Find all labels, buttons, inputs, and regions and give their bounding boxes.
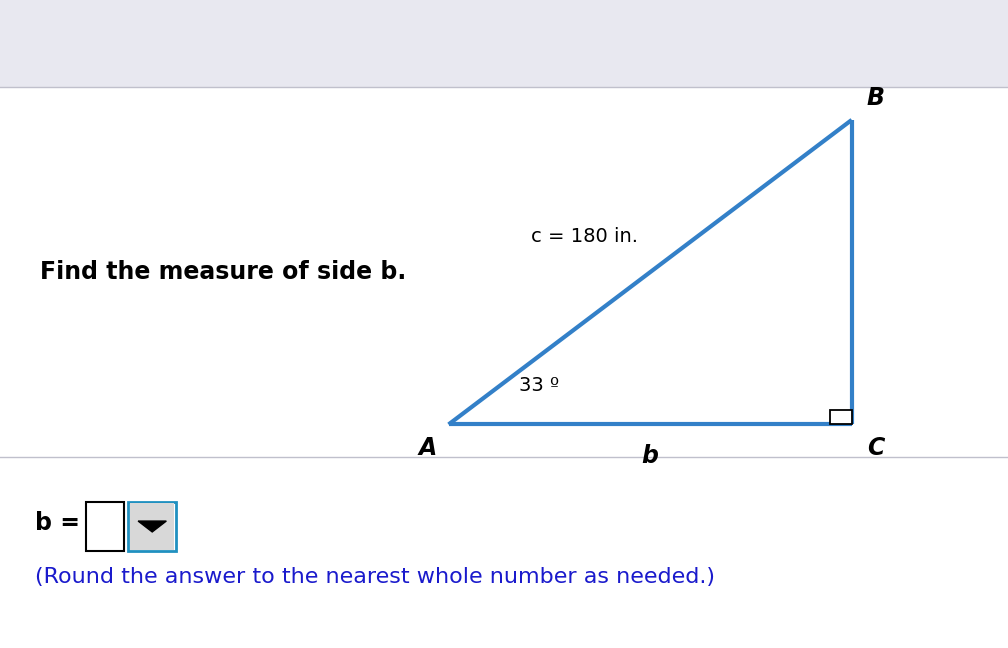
Text: B: B xyxy=(867,86,885,110)
Polygon shape xyxy=(138,521,166,532)
Bar xyxy=(128,502,176,551)
Bar xyxy=(86,502,124,551)
Bar xyxy=(0,0,1008,87)
Text: (Round the answer to the nearest whole number as needed.): (Round the answer to the nearest whole n… xyxy=(35,568,716,587)
Bar xyxy=(830,410,852,424)
Text: c = 180 in.: c = 180 in. xyxy=(531,227,638,246)
Text: b: b xyxy=(642,444,658,468)
Text: b =: b = xyxy=(35,511,81,535)
Text: A: A xyxy=(418,436,436,460)
Text: 33 º: 33 º xyxy=(519,376,559,395)
Text: Find the measure of side b.: Find the measure of side b. xyxy=(40,260,406,284)
Text: C: C xyxy=(867,436,884,460)
Bar xyxy=(130,503,174,550)
